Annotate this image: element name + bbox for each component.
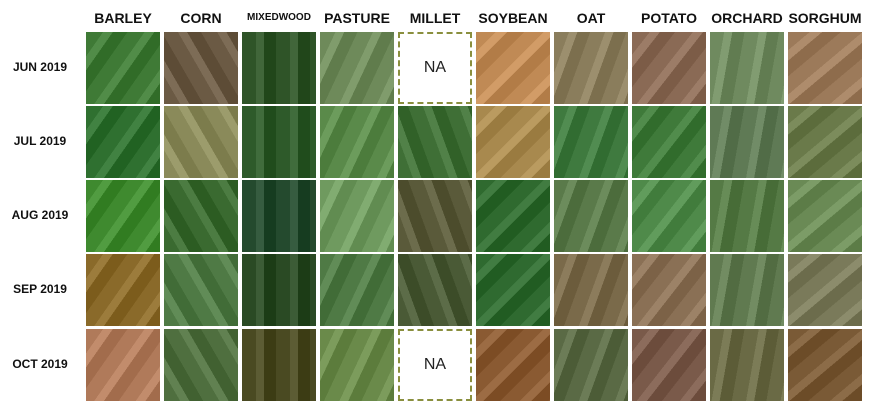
satellite-tile-oat bbox=[554, 32, 628, 104]
na-placeholder: NA bbox=[398, 32, 472, 104]
column-header-pasture: PASTURE bbox=[324, 10, 390, 26]
satellite-tile-sorghum bbox=[788, 32, 862, 104]
column-header-soybean: SOYBEAN bbox=[478, 10, 548, 26]
column-header-potato: POTATO bbox=[641, 10, 697, 26]
satellite-tile-barley bbox=[86, 106, 160, 178]
satellite-tile-potato bbox=[632, 106, 706, 178]
satellite-tile-sorghum bbox=[788, 180, 862, 252]
satellite-tile-soybean bbox=[476, 180, 550, 252]
satellite-tile-potato bbox=[632, 180, 706, 252]
satellite-tile-pasture bbox=[320, 329, 394, 401]
satellite-tile-pasture bbox=[320, 180, 394, 252]
satellite-tile-oat bbox=[554, 254, 628, 326]
satellite-tile-corn bbox=[164, 329, 238, 401]
satellite-tile-mixedwood bbox=[242, 106, 316, 178]
column-header-barley: BARLEY bbox=[94, 10, 152, 26]
row-label-jul-2019: JUL 2019 bbox=[13, 134, 67, 148]
satellite-tile-potato bbox=[632, 254, 706, 326]
satellite-tile-sorghum bbox=[788, 329, 862, 401]
column-header-corn: CORN bbox=[180, 10, 222, 26]
column-header-millet: MILLET bbox=[409, 10, 461, 26]
satellite-tile-mixedwood bbox=[242, 32, 316, 104]
satellite-tile-barley bbox=[86, 32, 160, 104]
satellite-tile-soybean bbox=[476, 329, 550, 401]
satellite-tile-corn bbox=[164, 106, 238, 178]
satellite-tile-oat bbox=[554, 106, 628, 178]
na-placeholder: NA bbox=[398, 329, 472, 401]
satellite-tile-millet bbox=[398, 106, 472, 178]
satellite-tile-soybean bbox=[476, 106, 550, 178]
satellite-tile-orchard bbox=[710, 180, 784, 252]
satellite-tile-soybean bbox=[476, 254, 550, 326]
satellite-tile-barley bbox=[86, 254, 160, 326]
satellite-tile-pasture bbox=[320, 106, 394, 178]
satellite-tile-mixedwood bbox=[242, 329, 316, 401]
row-label-aug-2019: AUG 2019 bbox=[11, 208, 69, 222]
satellite-tile-corn bbox=[164, 32, 238, 104]
row-label-jun-2019: JUN 2019 bbox=[12, 60, 68, 74]
column-header-orchard: ORCHARD bbox=[711, 10, 783, 26]
satellite-tile-orchard bbox=[710, 32, 784, 104]
satellite-tile-pasture bbox=[320, 32, 394, 104]
satellite-tile-millet bbox=[398, 180, 472, 252]
satellite-tile-soybean bbox=[476, 32, 550, 104]
satellite-tile-sorghum bbox=[788, 106, 862, 178]
satellite-tile-orchard bbox=[710, 106, 784, 178]
satellite-tile-mixedwood bbox=[242, 254, 316, 326]
satellite-tile-corn bbox=[164, 180, 238, 252]
satellite-tile-mixedwood bbox=[242, 180, 316, 252]
column-header-oat: OAT bbox=[576, 10, 606, 26]
satellite-tile-oat bbox=[554, 329, 628, 401]
satellite-tile-potato bbox=[632, 329, 706, 401]
row-label-oct-2019: OCT 2019 bbox=[12, 357, 68, 371]
row-label-sep-2019: SEP 2019 bbox=[13, 282, 67, 296]
satellite-tile-sorghum bbox=[788, 254, 862, 326]
column-header-sorghum: SORGHUM bbox=[788, 10, 862, 26]
satellite-tile-orchard bbox=[710, 329, 784, 401]
satellite-tile-corn bbox=[164, 254, 238, 326]
satellite-tile-barley bbox=[86, 180, 160, 252]
satellite-tile-oat bbox=[554, 180, 628, 252]
satellite-tile-potato bbox=[632, 32, 706, 104]
satellite-tile-pasture bbox=[320, 254, 394, 326]
satellite-tile-millet bbox=[398, 254, 472, 326]
column-header-mixedwood: MIXEDWOOD bbox=[247, 12, 311, 23]
satellite-tile-barley bbox=[86, 329, 160, 401]
satellite-tile-orchard bbox=[710, 254, 784, 326]
